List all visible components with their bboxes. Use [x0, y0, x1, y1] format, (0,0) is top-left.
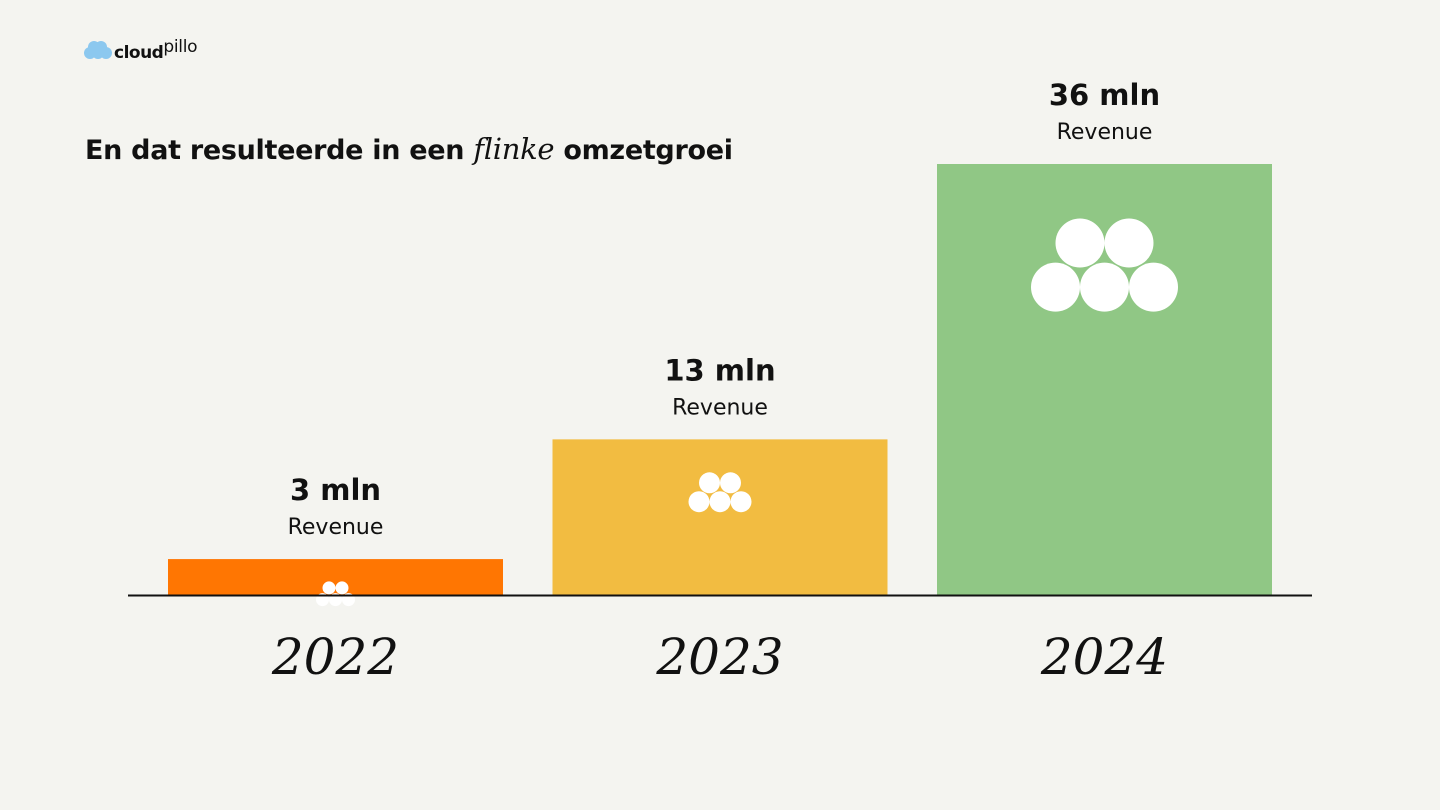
brand-wordmark-accent: pillo — [163, 37, 198, 57]
value-label-2024: 36 mln — [1049, 78, 1160, 112]
value-label-2023: 13 mln — [664, 353, 775, 387]
page-title-emphasis: flinke — [473, 132, 555, 166]
bar-2024 — [937, 164, 1272, 595]
bar-cloud-icon-2023 — [688, 472, 752, 513]
bar-2022 — [168, 559, 503, 595]
labels-layer: 3 mln Revenue 2022 13 mln Revenue 2023 36 mln R… — [271, 78, 1168, 686]
value-label-2022: 3 mln — [290, 473, 381, 507]
brand-logo: cloud pillo — [84, 37, 198, 66]
cloud-logo-icon — [84, 41, 112, 59]
brand-wordmark: cloud pillo — [114, 37, 198, 63]
page-title-start: En dat resulteerde in een — [85, 135, 474, 166]
cloud-logo-shape — [84, 41, 112, 59]
year-label-2022: 2022 — [271, 628, 399, 686]
revenue-label-2023: Revenue — [672, 395, 768, 420]
page-title: En dat resulteerde in een flinke omzetgr… — [85, 130, 733, 170]
page-title-end: omzetgroei — [554, 135, 733, 166]
bar-2023 — [552, 439, 888, 595]
revenue-label-2022: Revenue — [288, 515, 384, 540]
brand-wordmark-main: cloud — [114, 43, 164, 63]
year-label-2023: 2023 — [655, 628, 783, 686]
bars-layer — [168, 164, 1272, 607]
revenue-label-2024: Revenue — [1057, 120, 1153, 145]
bar-cloud-icon-2024 — [1031, 218, 1178, 312]
year-label-2024: 2024 — [1040, 628, 1168, 686]
